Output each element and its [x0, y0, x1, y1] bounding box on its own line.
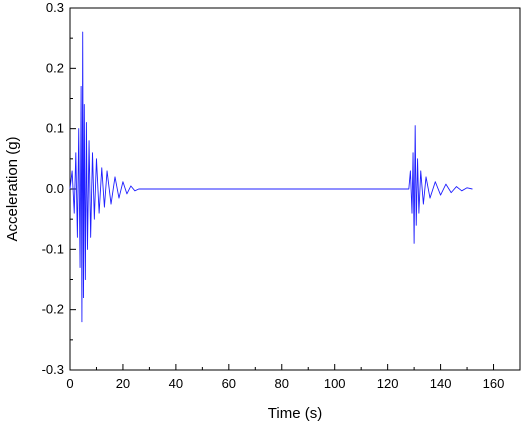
- acceleration-data-point: [456, 186, 457, 187]
- acceleration-data-point: [410, 170, 411, 172]
- acceleration-data-point: [80, 86, 82, 87]
- acceleration-data-point: [98, 212, 100, 214]
- acceleration-data-point: [411, 212, 413, 214]
- acceleration-data-point: [118, 197, 120, 199]
- acceleration-data-point: [415, 224, 417, 226]
- acceleration-data-point: [82, 31, 84, 33]
- acceleration-data-point: [110, 203, 112, 205]
- acceleration-data-point: [417, 158, 418, 160]
- acceleration-data-point: [87, 248, 88, 250]
- acceleration-data-point: [78, 128, 80, 130]
- acceleration-data-point: [471, 188, 473, 190]
- y-tick-label: -0.1: [42, 241, 64, 256]
- x-tick-label: 140: [430, 376, 452, 391]
- y-axis-ticks: 0.3 0.2 0.1 0.0 -0.1 -0.2 -0.3: [42, 0, 76, 377]
- acceleration-data-point: [434, 181, 436, 183]
- acceleration-data-point: [83, 104, 85, 105]
- y-axis-label: Acceleration (g): [4, 136, 21, 241]
- acceleration-data-point: [134, 190, 136, 192]
- acceleration-data-point: [418, 212, 420, 214]
- acceleration-data-point: [86, 122, 87, 124]
- acceleration-data-point: [408, 188, 410, 190]
- y-tick-label: 0.2: [46, 60, 64, 75]
- acceleration-data-point: [114, 176, 116, 178]
- acceleration-data-point: [69, 188, 71, 190]
- acceleration-data-point: [429, 197, 431, 199]
- x-tick-label: 120: [377, 376, 399, 391]
- acceleration-data-point: [130, 185, 132, 187]
- acceleration-data-point: [88, 140, 90, 142]
- acceleration-data-point: [93, 218, 95, 220]
- acceleration-data-point: [461, 190, 463, 192]
- acceleration-data-point: [71, 170, 73, 172]
- acceleration-data-point: [104, 206, 105, 208]
- y-tick-label: 0.3: [46, 0, 64, 15]
- acceleration-data-point: [106, 170, 108, 172]
- acceleration-data-point: [425, 176, 427, 178]
- acceleration-data-point: [420, 170, 422, 172]
- acceleration-data-point: [414, 125, 416, 127]
- y-tick-label: 0.0: [46, 181, 64, 196]
- acceleration-data-point: [84, 279, 86, 280]
- acceleration-series-line: [69, 31, 473, 323]
- acceleration-data-point: [75, 152, 77, 154]
- acceleration-data-point: [413, 242, 415, 244]
- acceleration-data-point: [77, 236, 78, 238]
- acceleration-data-point: [92, 152, 93, 154]
- acceleration-data-point: [422, 203, 424, 205]
- x-axis-ticks: 0 20 40 60 80 100 120 140 160: [66, 364, 504, 391]
- acceleration-data-point: [96, 158, 97, 160]
- x-tick-label: 20: [116, 376, 130, 391]
- y-tick-label: 0.1: [46, 121, 64, 136]
- y-tick-label: -0.3: [42, 362, 64, 377]
- x-tick-label: 100: [324, 376, 346, 391]
- acceleration-data-point: [440, 194, 441, 196]
- acceleration-data-point: [466, 187, 468, 189]
- acceleration-data-point: [81, 321, 83, 323]
- acceleration-data-point: [73, 212, 75, 214]
- x-axis-label: Time (s): [268, 405, 322, 422]
- x-tick-label: 40: [169, 376, 183, 391]
- acceleration-data-point: [122, 181, 124, 183]
- x-tick-label: 60: [222, 376, 236, 391]
- acceleration-data-point: [79, 267, 81, 268]
- acceleration-data-point: [412, 152, 414, 154]
- acceleration-data-point: [101, 167, 103, 169]
- acceleration-data-point: [450, 192, 452, 194]
- x-tick-label: 0: [66, 376, 73, 391]
- x-tick-label: 160: [483, 376, 505, 391]
- acceleration-data-point: [83, 297, 84, 298]
- x-tick-label: 80: [275, 376, 289, 391]
- y-tick-label: -0.2: [42, 302, 64, 317]
- acceleration-data-point: [138, 188, 140, 190]
- acceleration-data-point: [90, 236, 92, 238]
- acceleration-data-point: [126, 193, 128, 195]
- series-group: [69, 31, 473, 323]
- acceleration-data-point: [445, 183, 447, 185]
